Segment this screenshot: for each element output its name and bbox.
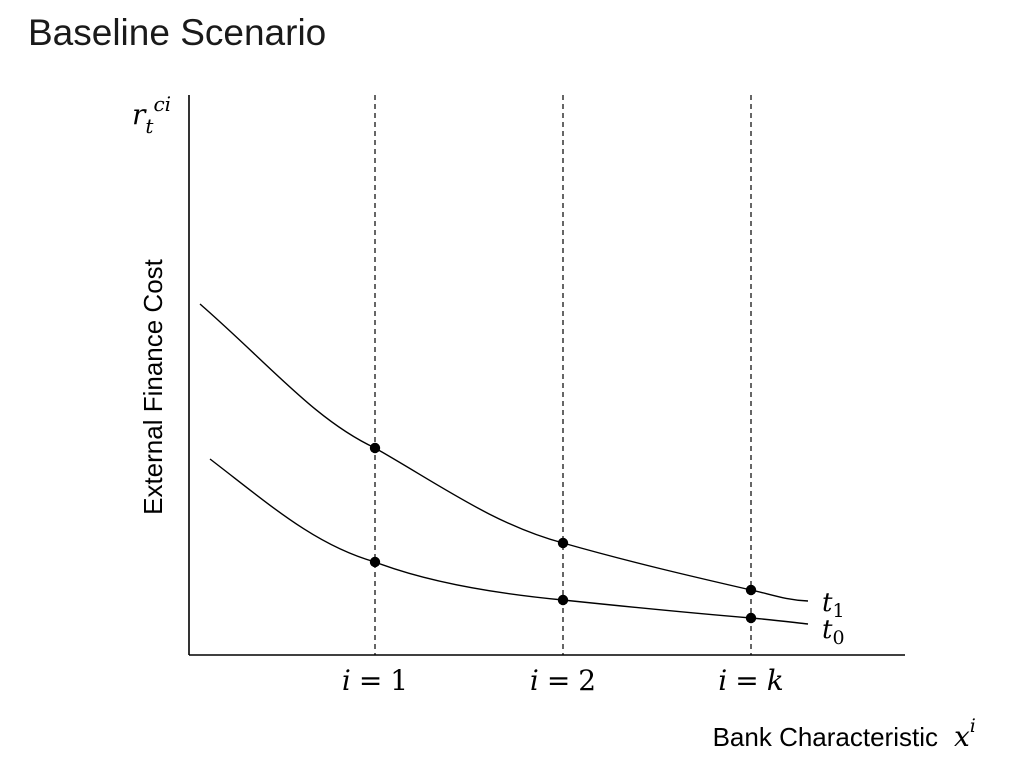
marker-label-i1: i = 1	[342, 664, 408, 697]
point-t1-ik	[745, 584, 757, 596]
curve-label-t1: t1	[822, 588, 845, 622]
curve-t1	[199, 303, 809, 602]
slide-title: Baseline Scenario	[28, 12, 327, 53]
marker-label-ik: i = k	[718, 664, 783, 697]
y-axis-label: External Finance Cost	[138, 258, 168, 515]
y-axis-symbol-base: r	[132, 98, 147, 131]
y-axis-symbol-sup: ci	[153, 92, 171, 116]
point-t1-i2	[557, 537, 569, 549]
marker-label-i2: i = 2	[530, 664, 596, 697]
y-axis-symbol: rtci	[132, 92, 171, 138]
x-axis-label: Bank Characteristic	[713, 722, 938, 752]
point-t1-i1	[369, 442, 381, 454]
y-axis-symbol-sub: t	[145, 114, 154, 138]
point-t0-ik	[745, 612, 757, 624]
point-t0-i1	[369, 556, 381, 568]
curve-label-t0: t0	[822, 615, 845, 649]
point-t0-i2	[557, 594, 569, 606]
x-axis-symbol: xi	[954, 715, 976, 753]
curve-t0	[209, 458, 809, 625]
